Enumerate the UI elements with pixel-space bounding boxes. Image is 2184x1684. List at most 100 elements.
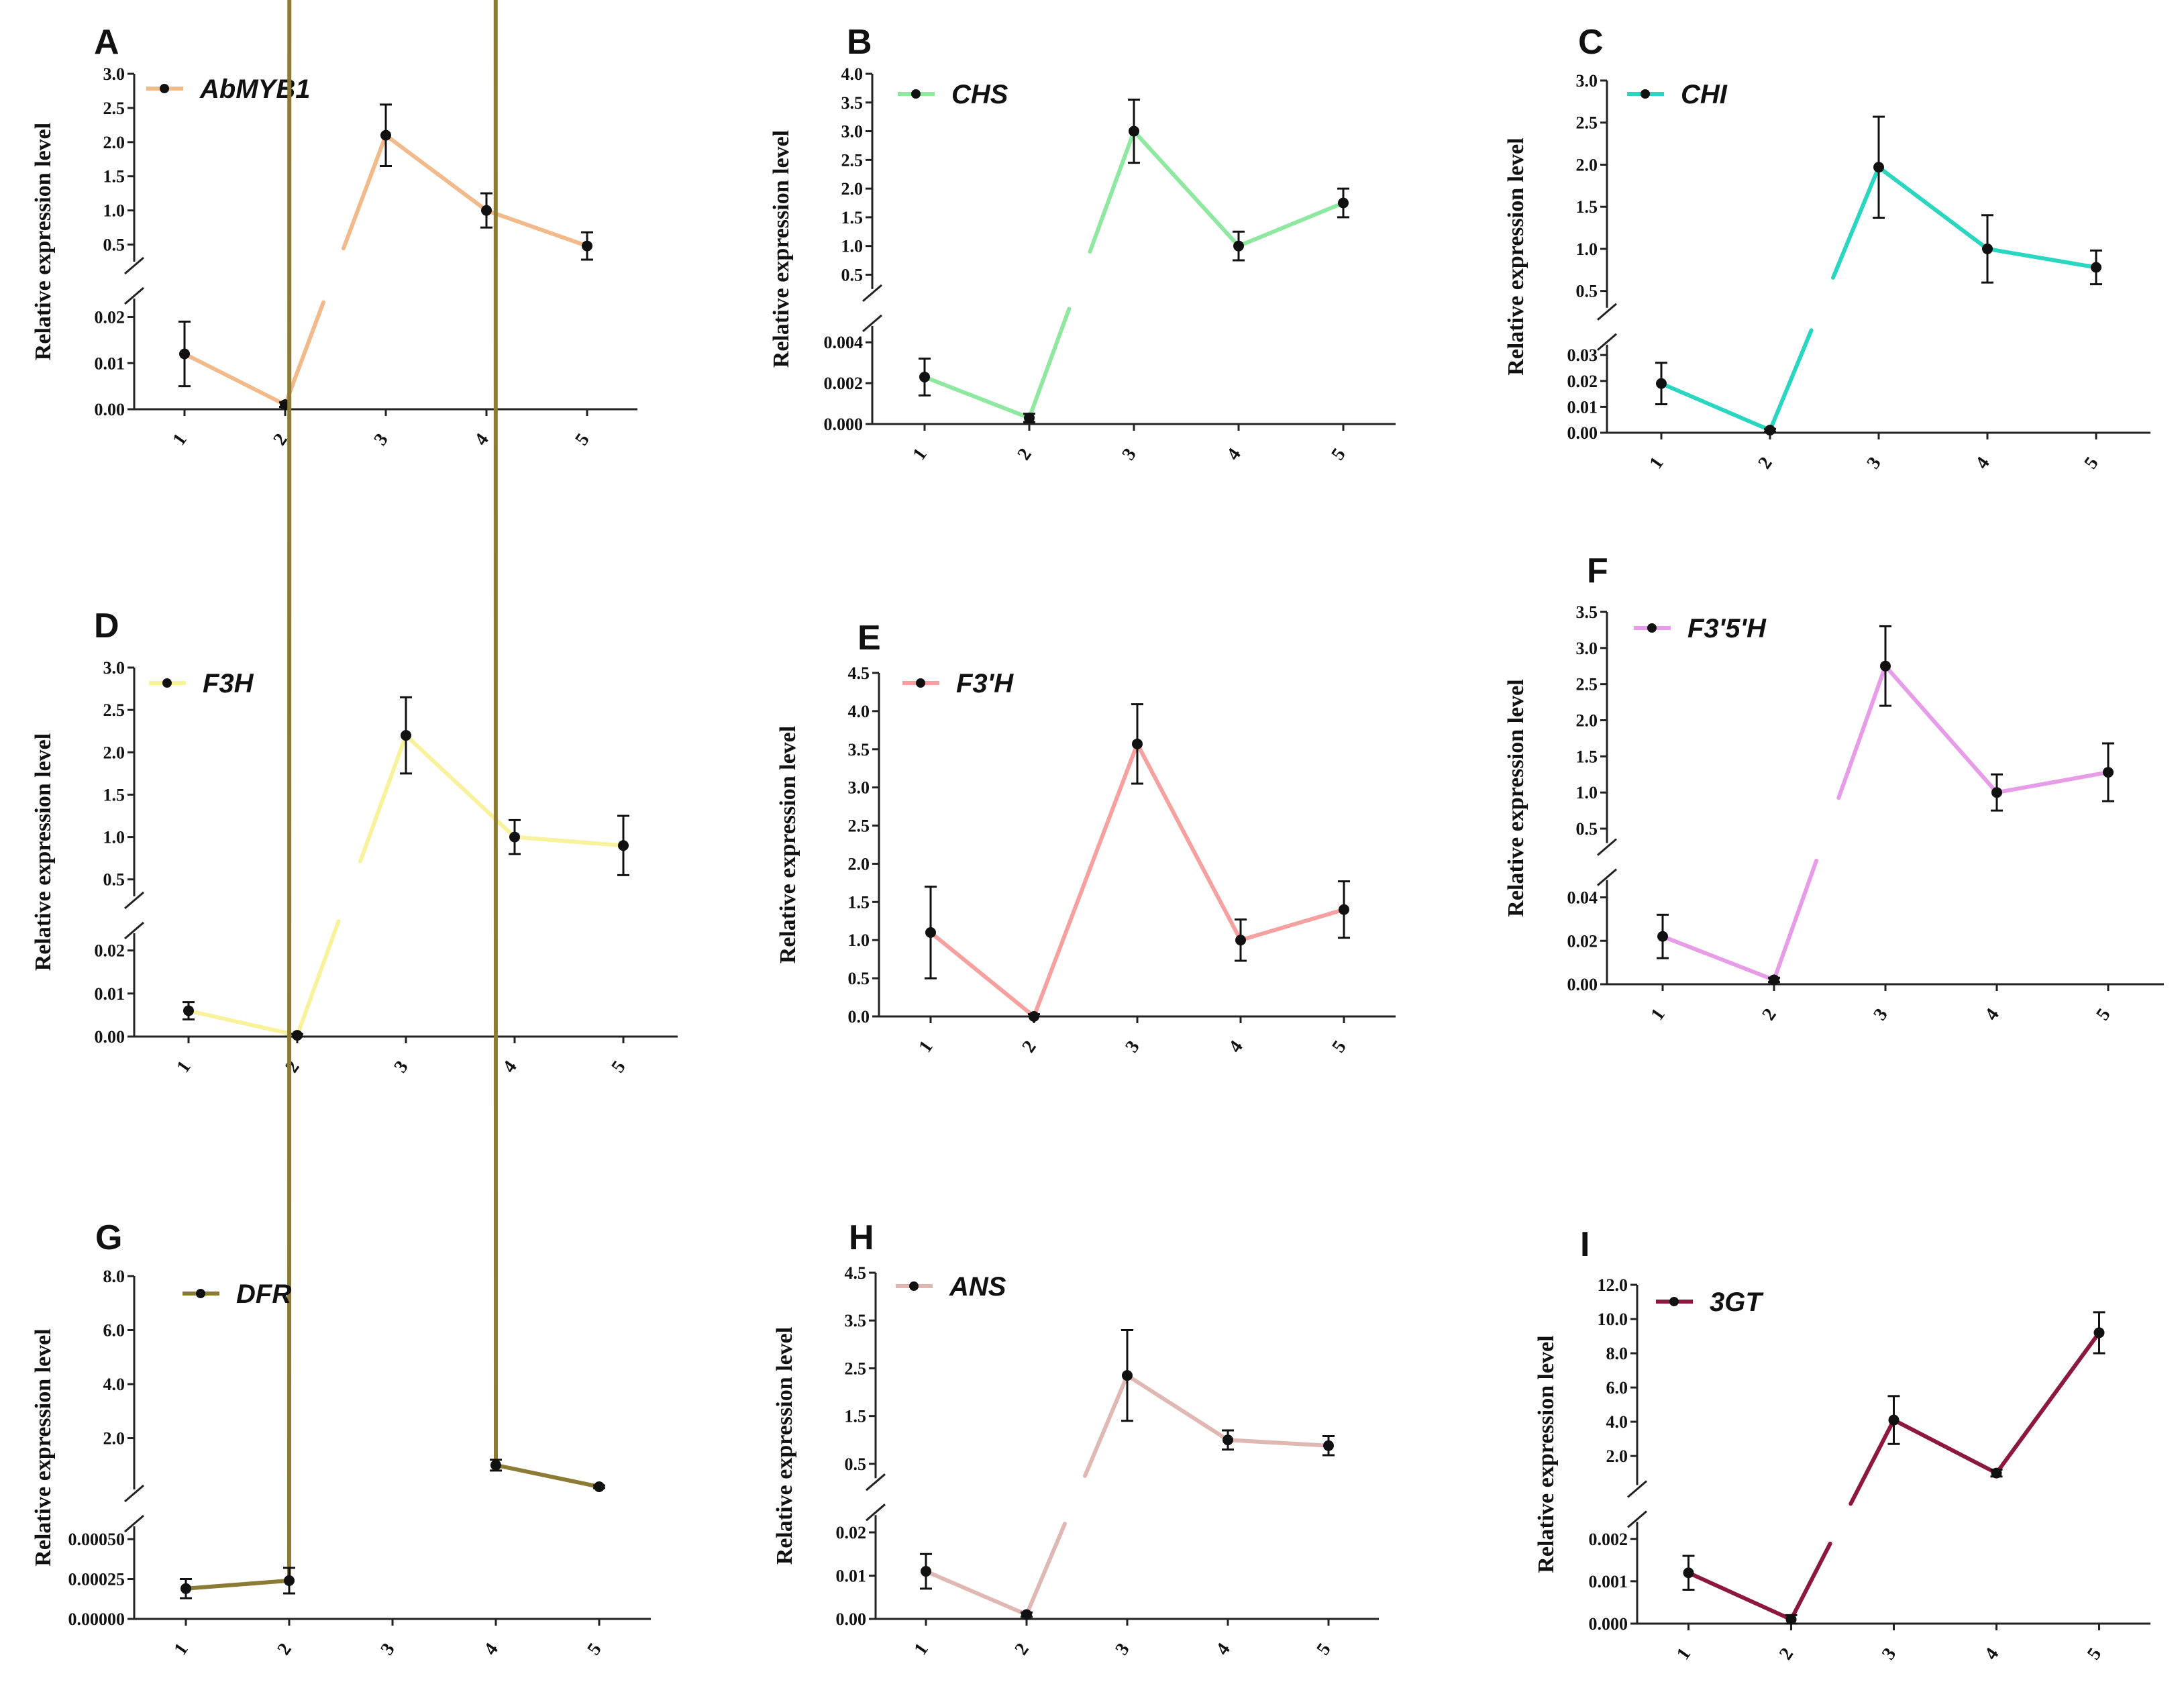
axis-break-mark: [124, 921, 144, 940]
x-tick-label: 5: [1327, 445, 1349, 464]
y-tick-label: 1.5: [848, 892, 870, 912]
data-point: [1785, 1614, 1797, 1625]
axis-break-mark: [124, 1484, 144, 1503]
data-point: [1765, 425, 1775, 436]
series-line-segment: [1027, 307, 1072, 420]
panel-letter: G: [95, 1218, 122, 1257]
x-tick-label: 4: [470, 430, 492, 450]
y-tick-label: 3.0: [1576, 71, 1598, 91]
chart-panel-I: I Relative expression level 0.000 0.001 0.00…: [1534, 1225, 2150, 1664]
y-tick-label: 0.04: [1567, 888, 1598, 908]
legend-label: F3'5'H: [1687, 614, 1767, 643]
y-tick-label: 0.5: [845, 1455, 867, 1474]
y-axis-label: Relative expression level: [31, 1328, 56, 1566]
y-tick-label: 2.0: [1576, 711, 1598, 731]
axis-break-mark: [124, 256, 144, 275]
chart-panel-E: E Relative expression level 0.0 0.5 1.0 1.5 2.…: [776, 619, 1396, 1057]
chart-panel-G: G Relative expression level 0.00000 0.00025…: [31, 0, 651, 1659]
series-line-segment: [1883, 664, 1999, 795]
series-line-segment: [1239, 907, 1346, 943]
data-point: [183, 1005, 194, 1016]
legend-label: 3GT: [1710, 1287, 1764, 1317]
panel-letter: E: [857, 619, 881, 657]
legend-label: F3H: [203, 669, 254, 698]
data-point: [179, 348, 190, 360]
y-tick-label: 3.0: [103, 64, 125, 84]
y-tick-label: 6.0: [103, 1321, 125, 1340]
y-tick-label: 0.02: [1567, 372, 1598, 391]
series-line-segment: [358, 733, 408, 863]
axis-break-mark: [1597, 868, 1617, 886]
x-tick-label: 4: [1981, 1005, 2003, 1024]
x-tick-label: 5: [2083, 1644, 2105, 1664]
x-tick-label: 2: [273, 1640, 295, 1659]
data-point: [1880, 660, 1891, 672]
y-tick-label: 2.5: [103, 99, 125, 118]
data-point: [1323, 1440, 1334, 1451]
series-line-segment: [1877, 165, 1989, 251]
y-tick-label: 4.5: [845, 1263, 867, 1283]
data-point: [284, 1575, 295, 1586]
x-tick-label: 5: [607, 1057, 629, 1077]
series-line-segment: [1836, 664, 1887, 800]
y-axis-label: Relative expression level: [31, 733, 56, 971]
x-tick-label: 3: [1869, 1005, 1891, 1024]
y-tick-label: 3.0: [103, 658, 125, 678]
data-point: [2093, 1327, 2105, 1338]
y-tick-label: 3.5: [841, 93, 864, 113]
series-line-segment: [404, 733, 517, 839]
x-tick-label: 2: [1758, 1005, 1780, 1024]
series-line-segment: [1830, 165, 1881, 280]
y-tick-label: 12.0: [1598, 1275, 1628, 1295]
data-point: [1122, 1370, 1133, 1381]
x-tick-label: 3: [390, 1057, 412, 1077]
x-tick-label: 1: [172, 1057, 195, 1077]
data-point: [1129, 125, 1139, 137]
y-tick-label: 0.004: [824, 333, 864, 352]
data-point: [1769, 974, 1779, 986]
legend-marker: [1647, 623, 1657, 633]
y-tick-label: 2.0: [103, 133, 125, 152]
series-line-segment: [183, 352, 287, 407]
y-tick-label: 0.5: [848, 969, 870, 988]
axis-break-mark: [1627, 1510, 1647, 1528]
panel-letter: D: [94, 607, 119, 645]
series-line-segment: [1125, 1373, 1230, 1442]
axis-break-mark: [124, 1514, 144, 1533]
series-line-segment: [184, 1578, 291, 1591]
y-tick-label: 3.0: [1576, 639, 1598, 658]
y-tick-label: 2.5: [103, 700, 125, 720]
y-tick-label: 0.5: [103, 235, 125, 255]
y-tick-label: 0.00: [95, 1027, 125, 1047]
data-point: [921, 1566, 931, 1577]
data-point: [380, 129, 391, 141]
y-tick-label: 1.0: [103, 828, 125, 847]
series-line-segment: [1985, 246, 2098, 270]
x-tick-label: 1: [910, 1640, 932, 1659]
data-point: [582, 240, 592, 252]
data-point: [1235, 935, 1246, 946]
y-tick-label: 0.01: [836, 1567, 867, 1586]
series-line-segment: [1226, 1438, 1331, 1448]
x-tick-label: 2: [1754, 454, 1776, 473]
x-tick-label: 1: [1647, 1005, 1669, 1024]
chart-panel-A: A Relative expression level 0.00 0.01 0.02 0.…: [31, 23, 637, 450]
panel-letter: H: [849, 1218, 874, 1257]
y-tick-label: 0.01: [95, 354, 125, 373]
y-tick-label: 2.0: [103, 1429, 125, 1449]
data-point: [1873, 162, 1884, 173]
y-tick-label: 0.5: [1576, 819, 1598, 839]
y-axis-label: Relative expression level: [772, 1327, 797, 1565]
y-tick-label: 6.0: [1606, 1378, 1628, 1398]
series-line-segment: [1995, 770, 2110, 795]
panel-letter: I: [1580, 1225, 1590, 1264]
y-tick-label: 4.0: [848, 702, 870, 721]
y-tick-label: 4.0: [103, 1375, 125, 1394]
legend-label: ANS: [949, 1272, 1006, 1302]
series-line-segment: [493, 0, 498, 1467]
series-line-segment: [342, 133, 388, 251]
legend-marker: [1669, 1297, 1679, 1306]
series-line-segment: [1686, 1571, 1793, 1622]
x-tick-label: 2: [1010, 1640, 1033, 1659]
y-tick-label: 4.0: [1606, 1412, 1628, 1432]
